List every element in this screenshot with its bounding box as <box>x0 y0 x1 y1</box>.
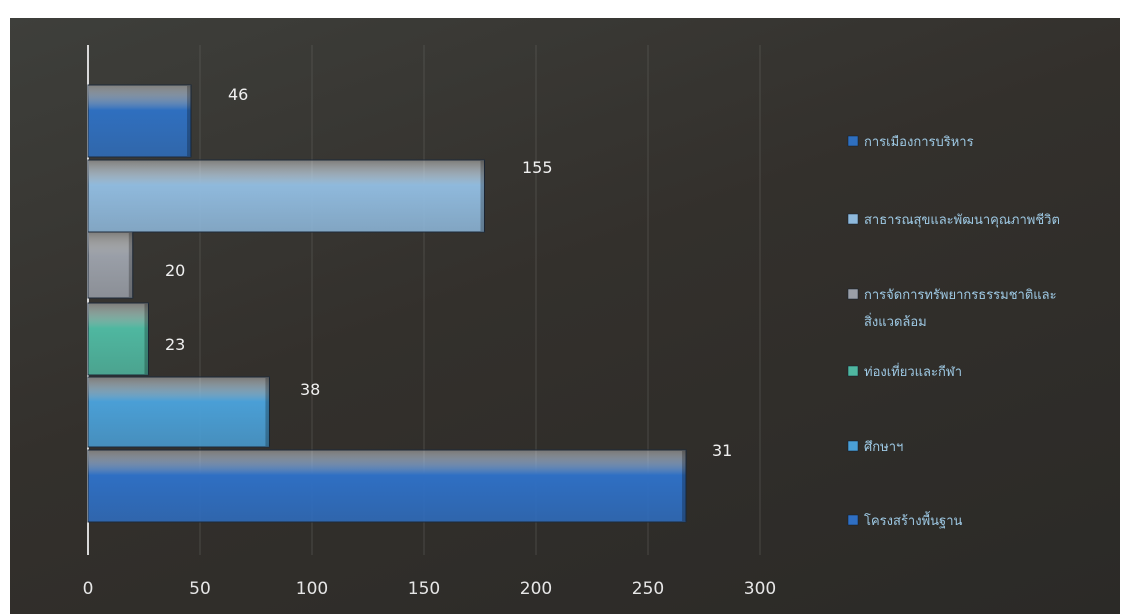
bar <box>87 84 192 158</box>
bar-edge <box>187 86 192 156</box>
bar-edge <box>144 304 149 374</box>
x-tick-label: 150 <box>408 579 440 599</box>
legend-marker <box>847 365 859 377</box>
bar-edge <box>128 233 133 297</box>
bar <box>87 302 149 376</box>
x-tick-label: 300 <box>744 579 776 599</box>
x-tick-label: 200 <box>520 579 552 599</box>
bar <box>87 376 270 448</box>
legend-entry: สิ่งแวดล้อม <box>864 313 927 330</box>
gridlines <box>199 45 761 555</box>
legend-marker <box>847 514 859 526</box>
x-tick-label: 0 <box>83 579 94 599</box>
legend-marker <box>847 135 859 147</box>
bars <box>87 84 687 523</box>
data-label: 31 <box>712 441 732 460</box>
data-label: 23 <box>165 335 185 354</box>
legend-marker <box>847 213 859 225</box>
legend: การเมืองการบริหารสาธารณสุขและพัฒนาคุณภาพ… <box>847 134 1060 529</box>
legend-marker <box>847 440 859 452</box>
bar-edge <box>480 161 485 231</box>
legend-entry: ท่องเที่ยวและกีฬา <box>864 363 962 380</box>
legend-entry: สาธารณสุขและพัฒนาคุณภาพชีวิต <box>864 212 1060 228</box>
bar-edge <box>265 378 270 446</box>
legend-entry: โครงสร้างพื้นฐาน <box>864 511 963 529</box>
x-tick-label: 50 <box>189 579 211 599</box>
data-label: 38 <box>300 380 320 399</box>
data-label: 155 <box>522 158 553 177</box>
legend-entry: การเมืองการบริหาร <box>864 134 974 150</box>
bar <box>87 159 485 233</box>
legend-entry: การจัดการทรัพยากรธรรมชาติและ <box>864 288 1057 303</box>
data-labels: 46 155 20 23 38 31 <box>165 85 732 460</box>
bar <box>87 231 134 299</box>
data-label: 20 <box>165 261 185 280</box>
legend-entry: ศึกษาฯ <box>864 440 903 455</box>
x-tick-labels: 0 50 100 150 200 250 300 <box>83 579 777 599</box>
legend-marker <box>847 288 859 300</box>
data-label: 46 <box>228 85 248 104</box>
bar-edge <box>682 451 687 521</box>
bar <box>87 449 687 523</box>
x-tick-label: 250 <box>632 579 664 599</box>
x-tick-label: 100 <box>296 579 328 599</box>
